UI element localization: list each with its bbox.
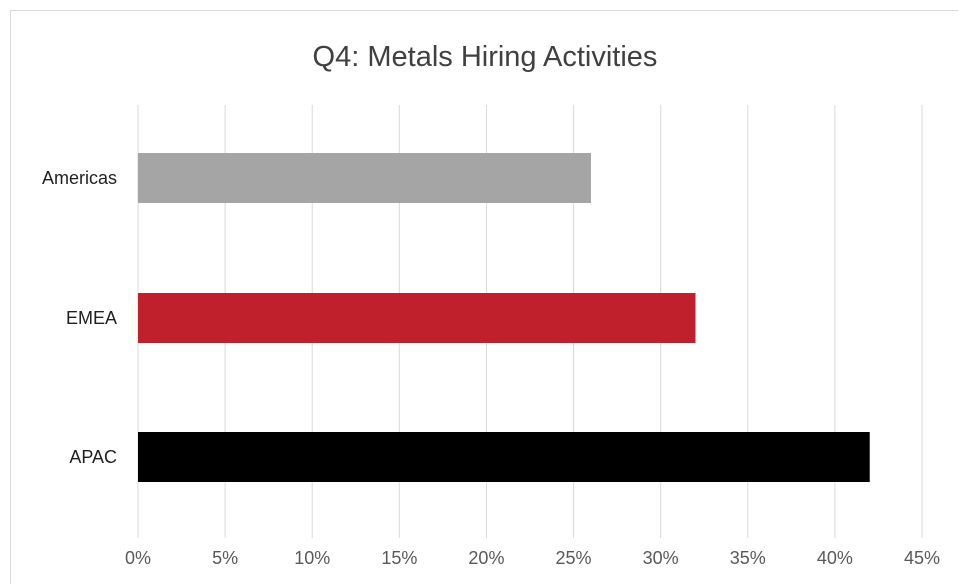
- x-tick-labels: 0% 5% 10% 15% 20% 25% 30% 35% 40% 45%: [125, 548, 940, 568]
- x-tick-label: 10%: [294, 548, 330, 568]
- chart-title: Q4: Metals Hiring Activities: [313, 41, 658, 73]
- category-label-americas: Americas: [42, 168, 117, 188]
- bar-americas: [138, 153, 591, 203]
- x-tick-label: 45%: [904, 548, 940, 568]
- category-label-emea: EMEA: [66, 308, 117, 328]
- x-tick-label: 35%: [730, 548, 766, 568]
- bar-apac: [138, 432, 870, 482]
- category-label-apac: APAC: [69, 447, 117, 467]
- x-tick-label: 25%: [556, 548, 592, 568]
- bars: [138, 153, 870, 482]
- x-tick-label: 30%: [643, 548, 679, 568]
- x-tick-label: 20%: [468, 548, 504, 568]
- x-tick-label: 5%: [212, 548, 238, 568]
- x-tick-label: 40%: [817, 548, 853, 568]
- category-labels: Americas EMEA APAC: [42, 168, 117, 467]
- bar-emea: [138, 293, 696, 343]
- x-tick-label: 0%: [125, 548, 151, 568]
- x-tick-label: 15%: [381, 548, 417, 568]
